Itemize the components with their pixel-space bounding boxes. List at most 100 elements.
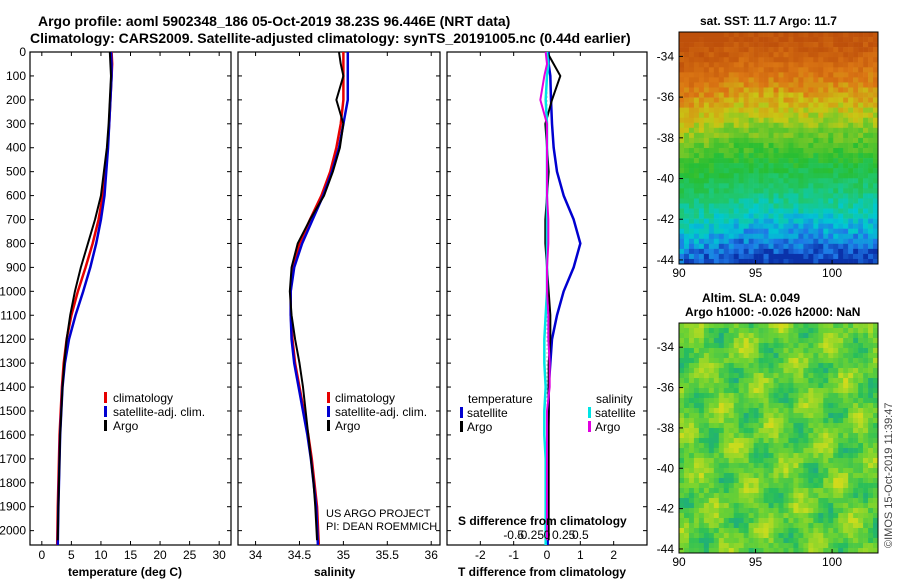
map-cell (868, 358, 874, 364)
map-cell (783, 543, 789, 549)
map-cell (718, 137, 725, 144)
map-cell (773, 358, 779, 364)
map-cell (818, 117, 824, 124)
map-cell (843, 248, 849, 255)
map-cell (753, 42, 759, 48)
map-cell (708, 373, 715, 379)
map-cell (823, 503, 829, 509)
map-cell (693, 323, 700, 329)
map-cell (753, 127, 759, 134)
map-cell (793, 253, 799, 260)
map-cell (863, 198, 869, 204)
map-cell (683, 228, 690, 235)
map-lat-label: -40 (657, 461, 675, 475)
map-cell (863, 473, 869, 479)
map-cell (683, 183, 690, 189)
map-cell (738, 373, 744, 379)
map-cell (848, 248, 854, 255)
map-cell (803, 193, 809, 199)
map-cell (679, 47, 685, 53)
map-cell (818, 323, 824, 329)
map-cell (808, 148, 814, 154)
map-cell (763, 37, 769, 43)
map-cell (733, 328, 739, 334)
map-cell (858, 478, 864, 484)
map-cell (828, 243, 834, 250)
map-cell (748, 453, 754, 459)
map-cell (788, 77, 794, 83)
map-cell (768, 117, 774, 124)
map-cell (773, 122, 779, 129)
map-cell (813, 323, 819, 329)
map-cell (788, 408, 794, 414)
map-cell (818, 208, 824, 214)
map-cell (763, 338, 769, 344)
map-cell (873, 223, 879, 229)
map-cell (873, 32, 879, 38)
map-cell (803, 523, 809, 529)
map-cell (713, 168, 720, 174)
map-cell (868, 518, 874, 524)
map-cell (718, 67, 725, 73)
map-cell (873, 173, 879, 179)
map-cell (848, 363, 854, 369)
map-cell (868, 528, 874, 534)
map-cell (783, 423, 789, 429)
map-cell (823, 258, 829, 265)
map-cell (738, 188, 744, 194)
map-cell (803, 228, 809, 235)
map-cell (698, 102, 705, 108)
map-cell (738, 77, 744, 83)
map-cell (828, 178, 834, 184)
map-cell (868, 508, 874, 514)
map-cell (718, 107, 725, 113)
map-cell (863, 72, 869, 78)
map-cell (798, 122, 804, 129)
map-cell (843, 193, 849, 199)
map-cell (808, 538, 814, 544)
map-cell (748, 348, 754, 354)
map-cell (833, 42, 839, 48)
map-cell (768, 132, 774, 139)
map-cell (858, 533, 864, 539)
map-cell (778, 77, 784, 83)
map-cell (718, 132, 725, 139)
map-cell (758, 358, 764, 364)
map-cell (728, 468, 735, 474)
map-cell (808, 158, 814, 164)
map-cell (788, 483, 794, 489)
map-cell (778, 498, 784, 504)
map-cell (758, 148, 764, 154)
map-cell (753, 363, 759, 369)
map-cell (763, 458, 769, 464)
map-cell (733, 82, 739, 88)
map-cell (778, 253, 784, 260)
map-cell (703, 348, 710, 354)
map-cell (768, 203, 774, 209)
map-cell (723, 102, 730, 108)
map-cell (868, 538, 874, 544)
map-cell (798, 253, 804, 260)
map-cell (743, 403, 749, 409)
map-cell (713, 493, 720, 499)
map-cell (708, 548, 715, 554)
map-cell (758, 498, 764, 504)
map-cell (793, 97, 799, 103)
map-cell (843, 408, 849, 414)
map-cell (693, 458, 700, 464)
map-cell (703, 32, 710, 38)
map-cell (708, 463, 715, 469)
map-cell (873, 448, 879, 454)
map-cell (848, 57, 854, 63)
map-cell (833, 142, 839, 149)
map-cell (828, 408, 834, 414)
map-cell (853, 533, 859, 539)
map-cell (773, 428, 779, 434)
map-cell (778, 112, 784, 119)
map-cell (868, 228, 874, 235)
map-cell (743, 493, 749, 499)
map-cell (708, 353, 715, 359)
map-cell (788, 42, 794, 48)
map-cell (858, 368, 864, 374)
map-cell (688, 353, 695, 359)
